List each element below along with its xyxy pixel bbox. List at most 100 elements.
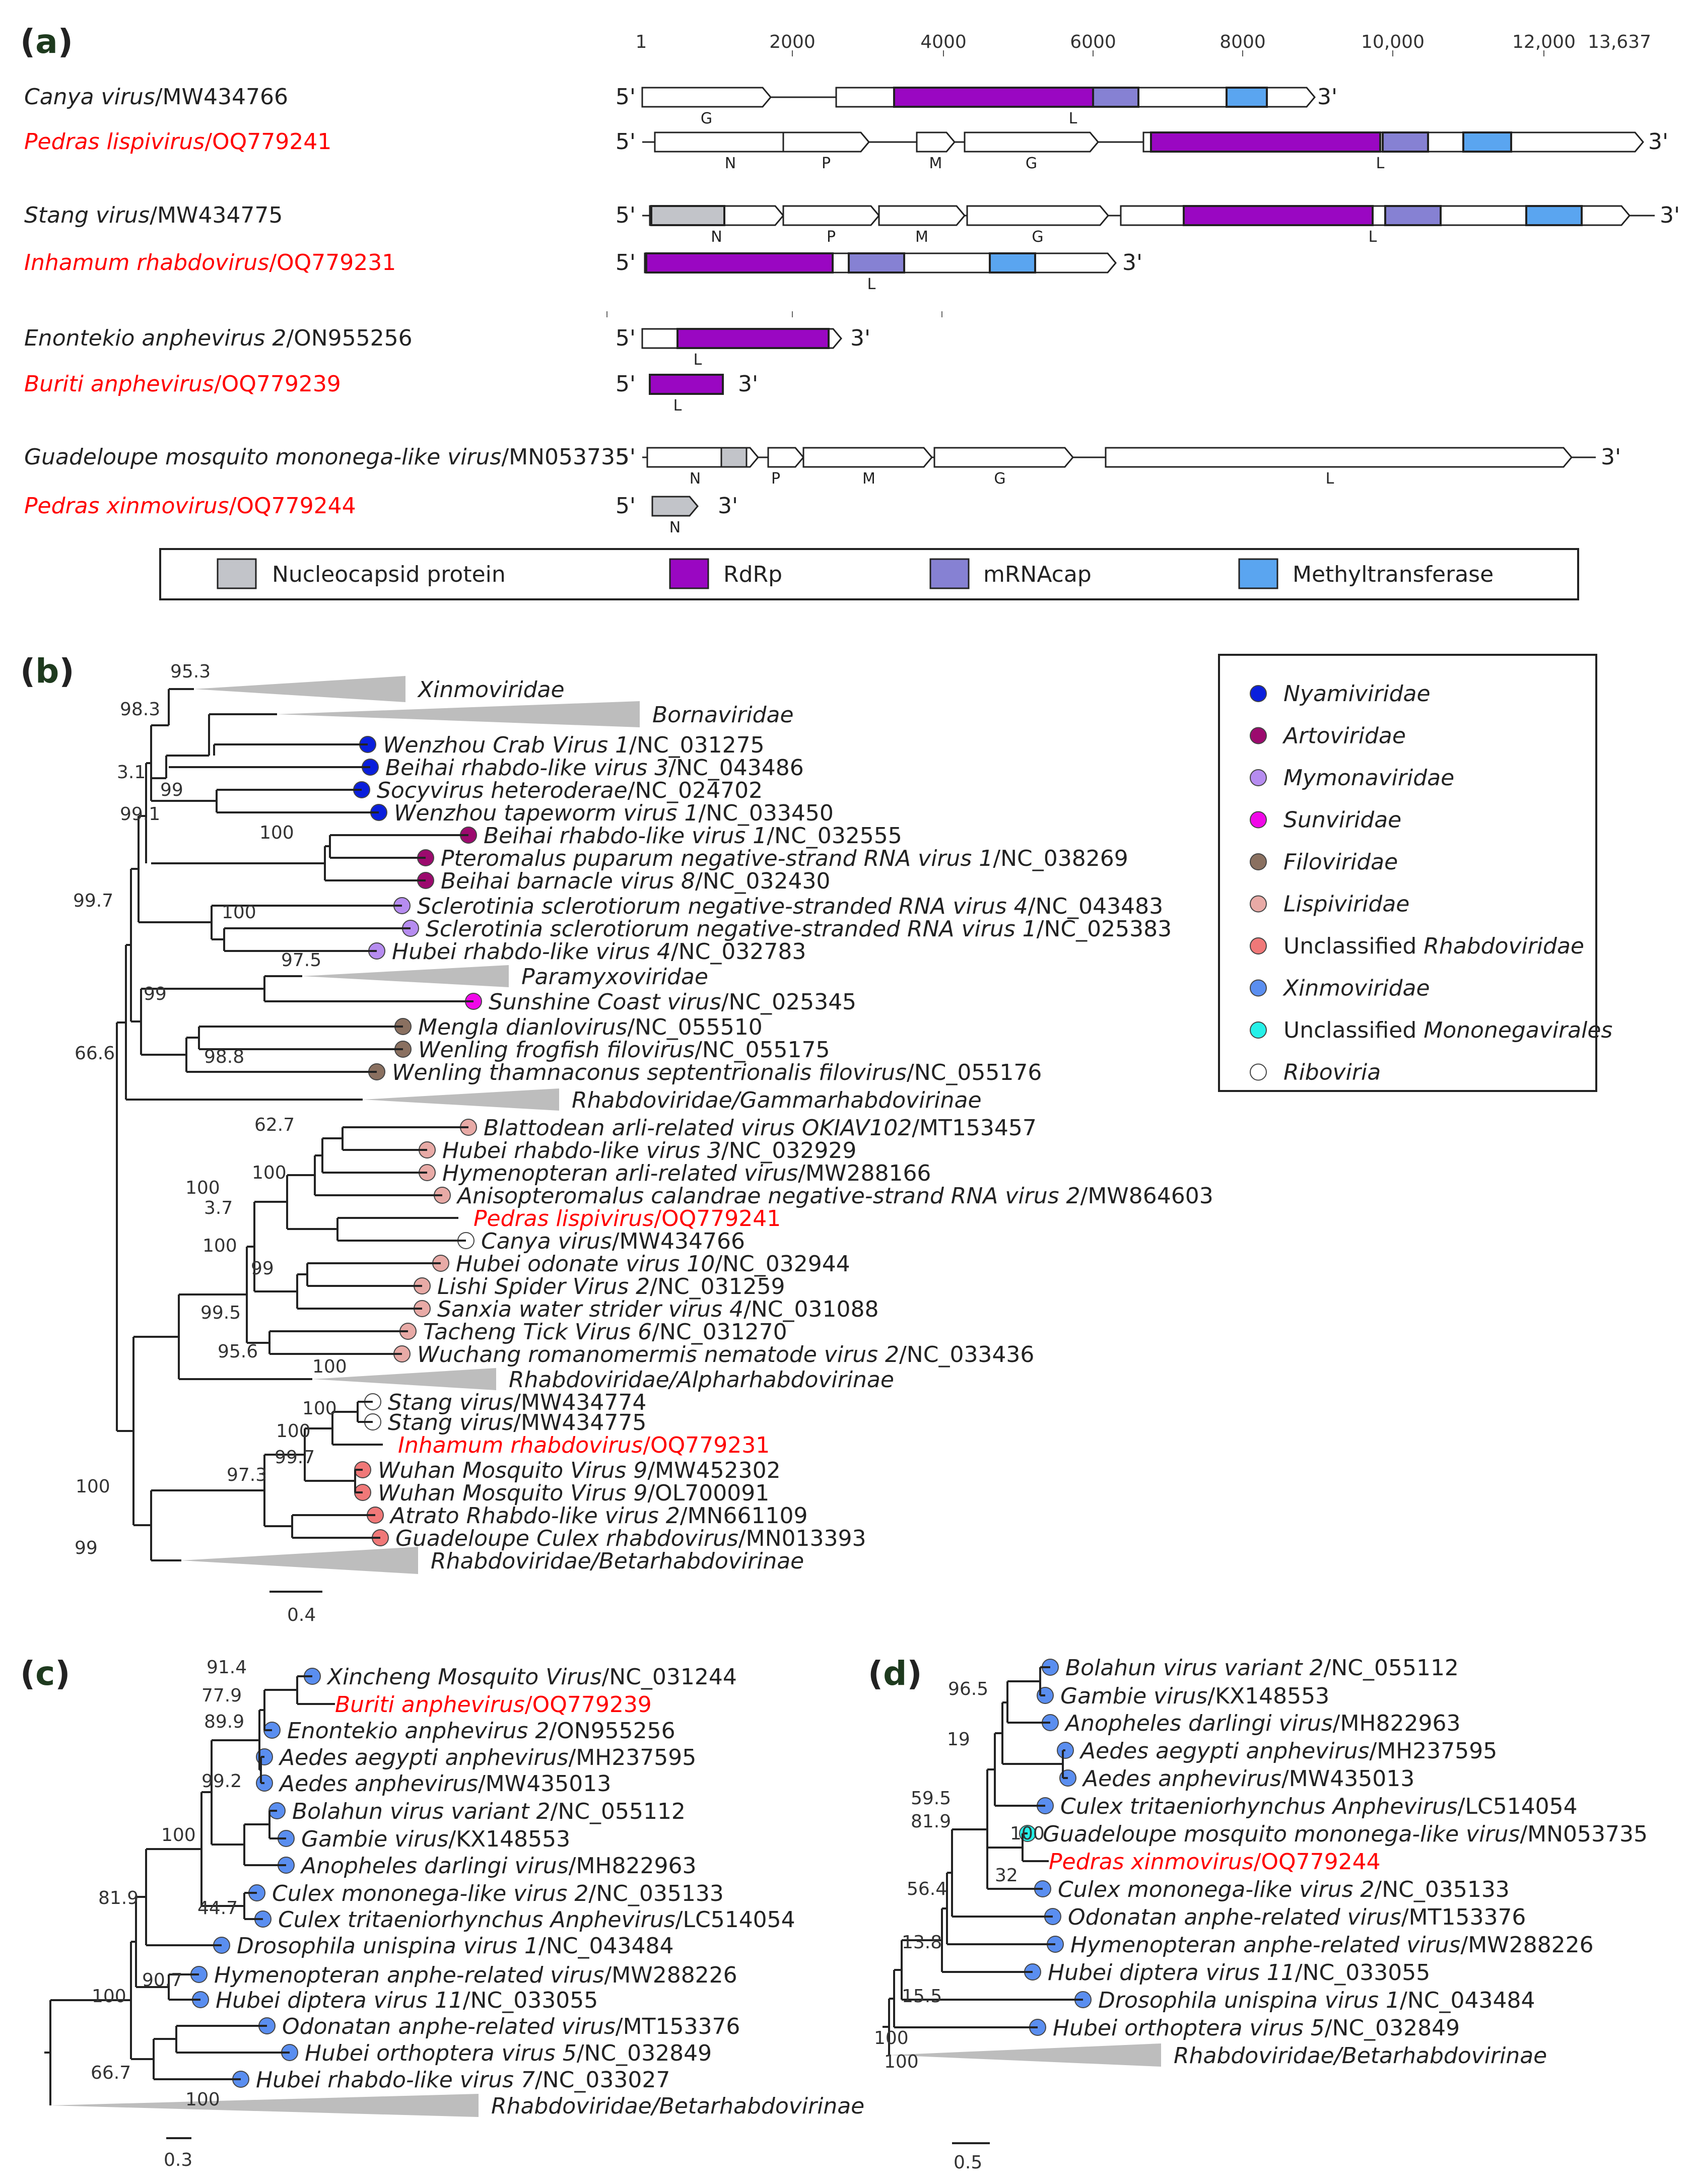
end-3prime: 3' xyxy=(738,371,758,397)
taxon-label: Hubei diptera virus 11/NC_033055 xyxy=(216,1988,598,2013)
support-value: 62.7 xyxy=(254,1115,295,1135)
taxon-name: Canya virus xyxy=(24,84,155,110)
gene-label: M xyxy=(929,155,942,172)
taxon-label: Gambie virus/KX148553 xyxy=(1060,1683,1329,1709)
support-value: 3.1 xyxy=(117,762,146,783)
taxon-accession: /OQ779231 xyxy=(643,1432,770,1458)
taxon-accession: /MW434774 xyxy=(513,1390,646,1415)
taxon-accession: /KX148553 xyxy=(448,1826,570,1852)
support-value: 90.7 xyxy=(142,1970,182,1991)
taxon-name: Wenling frogfish filovirus xyxy=(418,1037,695,1063)
taxon-accession: /MN053735 xyxy=(501,444,629,470)
taxon-accession: /OL700091 xyxy=(647,1480,769,1506)
taxon-accession: /OQ779244 xyxy=(229,493,356,519)
taxon-label: Inhamum rhabdovirus/OQ779231 xyxy=(398,1432,770,1458)
domain-box xyxy=(676,328,830,349)
taxon-label: Buriti anphevirus/OQ779239 xyxy=(335,1692,652,1718)
taxon-accession: /LC514054 xyxy=(675,1907,795,1933)
support-value: 100 xyxy=(222,902,256,923)
support-value: 100 xyxy=(185,1178,220,1198)
taxon-label: Wenling thamnaconus septentrionalis filo… xyxy=(392,1060,1042,1085)
taxon-label: Hubei rhabdo-like virus 7/NC_033027 xyxy=(256,2067,670,2093)
legend-prefix: Unclassified xyxy=(1283,1017,1424,1043)
taxon-accession: /MW434775 xyxy=(150,202,283,228)
taxon-name: Aedes aegypti anphevirus xyxy=(1079,1738,1369,1764)
taxon-name: Xincheng Mosquito Virus xyxy=(326,1664,601,1690)
taxon-name: Enontekio anphevirus 2 xyxy=(24,325,286,351)
taxon-name: Hubei rhabdo-like virus 4 xyxy=(392,939,671,965)
taxon-label: Pteromalus puparum negative-strand RNA v… xyxy=(441,846,1128,871)
taxon-name: Aedes anphevirus xyxy=(278,1771,478,1797)
family-legend: Nyamiviridae Artoviridae Mymonaviridae Sunv… xyxy=(1218,654,1612,1092)
support-value: 97.5 xyxy=(281,950,321,971)
support-value: 100 xyxy=(1010,1823,1045,1844)
support-value: 56.4 xyxy=(907,1879,947,1899)
taxon-accession: /OQ779239 xyxy=(525,1692,652,1718)
end-3prime: 3' xyxy=(1122,250,1142,276)
support-value: 100 xyxy=(312,1356,347,1377)
support-value: 100 xyxy=(185,2089,220,2110)
gene-label: G xyxy=(1026,155,1037,172)
taxon-name: Anopheles darlingi virus xyxy=(1064,1711,1333,1736)
taxon-label: Wenzhou Crab Virus 1/NC_031275 xyxy=(383,732,765,758)
taxon-accession: /NC_032929 xyxy=(721,1138,856,1164)
support-value: 99.5 xyxy=(200,1303,241,1323)
taxon-accession: /NC_055175 xyxy=(695,1037,830,1063)
taxon-name: Lishi Spider Virus 2 xyxy=(437,1274,650,1300)
taxon-name: Drosophila unispina virus 1 xyxy=(1098,1988,1400,2013)
ruler-tick: 8000 xyxy=(1219,32,1266,52)
support-value: 100 xyxy=(874,2028,909,2049)
taxon-name: Sanxia water strider virus 4 xyxy=(437,1296,743,1322)
legend-taxon: Xinmoviridae xyxy=(1282,976,1430,1001)
taxon-accession: /NC_031244 xyxy=(601,1664,736,1690)
gene-label: L xyxy=(694,351,702,369)
taxon-label: Stang virus/MW434775 xyxy=(388,1410,646,1436)
support-value: 99.7 xyxy=(275,1447,315,1468)
taxon-label: Rhabdoviridae/Alpharhabdovirinae xyxy=(509,1367,894,1393)
taxon-accession: /MN053735 xyxy=(1520,1821,1648,1847)
gene-label: L xyxy=(673,397,682,415)
gene-segment xyxy=(782,131,870,153)
scale-label: 0.5 xyxy=(954,2152,982,2173)
end-3prime: 3' xyxy=(1317,84,1337,110)
taxon-label: Bolahun virus variant 2/NC_055112 xyxy=(1065,1655,1459,1681)
taxon-name: Culex mononega-like virus 2 xyxy=(1058,1877,1374,1902)
ruler-tick: 6000 xyxy=(1070,32,1116,52)
ruler-tick: 13,637 xyxy=(1588,32,1651,52)
support-value: 59.5 xyxy=(911,1788,951,1809)
taxon-name: Culex tritaeniorhynchus Anphevirus xyxy=(278,1907,675,1933)
taxon-name: Pedras xinmovirus xyxy=(1049,1849,1254,1875)
taxon-label: Anopheles darlingi virus/MH822963 xyxy=(300,1853,696,1879)
taxon-label: Gambie virus/KX148553 xyxy=(301,1826,570,1852)
genome-name: Pedras lispivirus/OQ779241 xyxy=(24,129,331,155)
taxon-name: Hubei diptera virus 11 xyxy=(1048,1960,1295,1986)
taxon-label: Culex mononega-like virus 2/NC_035133 xyxy=(1058,1877,1510,1902)
support-value: 44.7 xyxy=(197,1898,238,1919)
taxon-accession: /MW435013 xyxy=(478,1771,611,1797)
support-value: 81.9 xyxy=(911,1811,951,1832)
taxon-accession: /NC_033450 xyxy=(698,800,833,826)
taxon-name: Hymenopteran arli-related virus xyxy=(442,1161,798,1186)
support-value: 81.9 xyxy=(98,1888,139,1908)
taxon-name: Aedes aegypti anphevirus xyxy=(278,1745,568,1770)
taxon-accession: /MW864603 xyxy=(1080,1183,1213,1209)
support-value: 99.7 xyxy=(73,891,113,911)
taxon-accession: /MT153376 xyxy=(1401,1904,1526,1930)
taxon-name: Pedras xinmovirus xyxy=(24,493,229,519)
genome-name: Stang virus/MW434775 xyxy=(24,202,283,228)
taxon-name: Wuhan Mosquito Virus 9 xyxy=(378,1480,647,1506)
gene-segment xyxy=(964,131,1099,153)
taxon-name: Beihai barnacle virus 8 xyxy=(441,868,695,894)
support-value: 66.7 xyxy=(91,2063,131,2083)
taxon-accession: /NC_043486 xyxy=(668,755,803,781)
taxon-name: Sclerotinia sclerotiorum negative-strand… xyxy=(426,916,1037,942)
collapsed-clade xyxy=(194,676,405,702)
taxon-label: Hubei odonate virus 10/NC_032944 xyxy=(456,1251,850,1277)
taxon-label: Rhabdoviridae/Betarhabdovirinae xyxy=(1174,2043,1547,2069)
gene-segment xyxy=(802,447,933,468)
tip-node xyxy=(1250,937,1267,954)
taxon-accession: /NC_035133 xyxy=(1374,1877,1509,1902)
taxon-label: Pedras xinmovirus/OQ779244 xyxy=(1049,1849,1381,1875)
support-value: 100 xyxy=(202,1236,237,1256)
taxon-name: Wenzhou Crab Virus 1 xyxy=(383,732,629,758)
